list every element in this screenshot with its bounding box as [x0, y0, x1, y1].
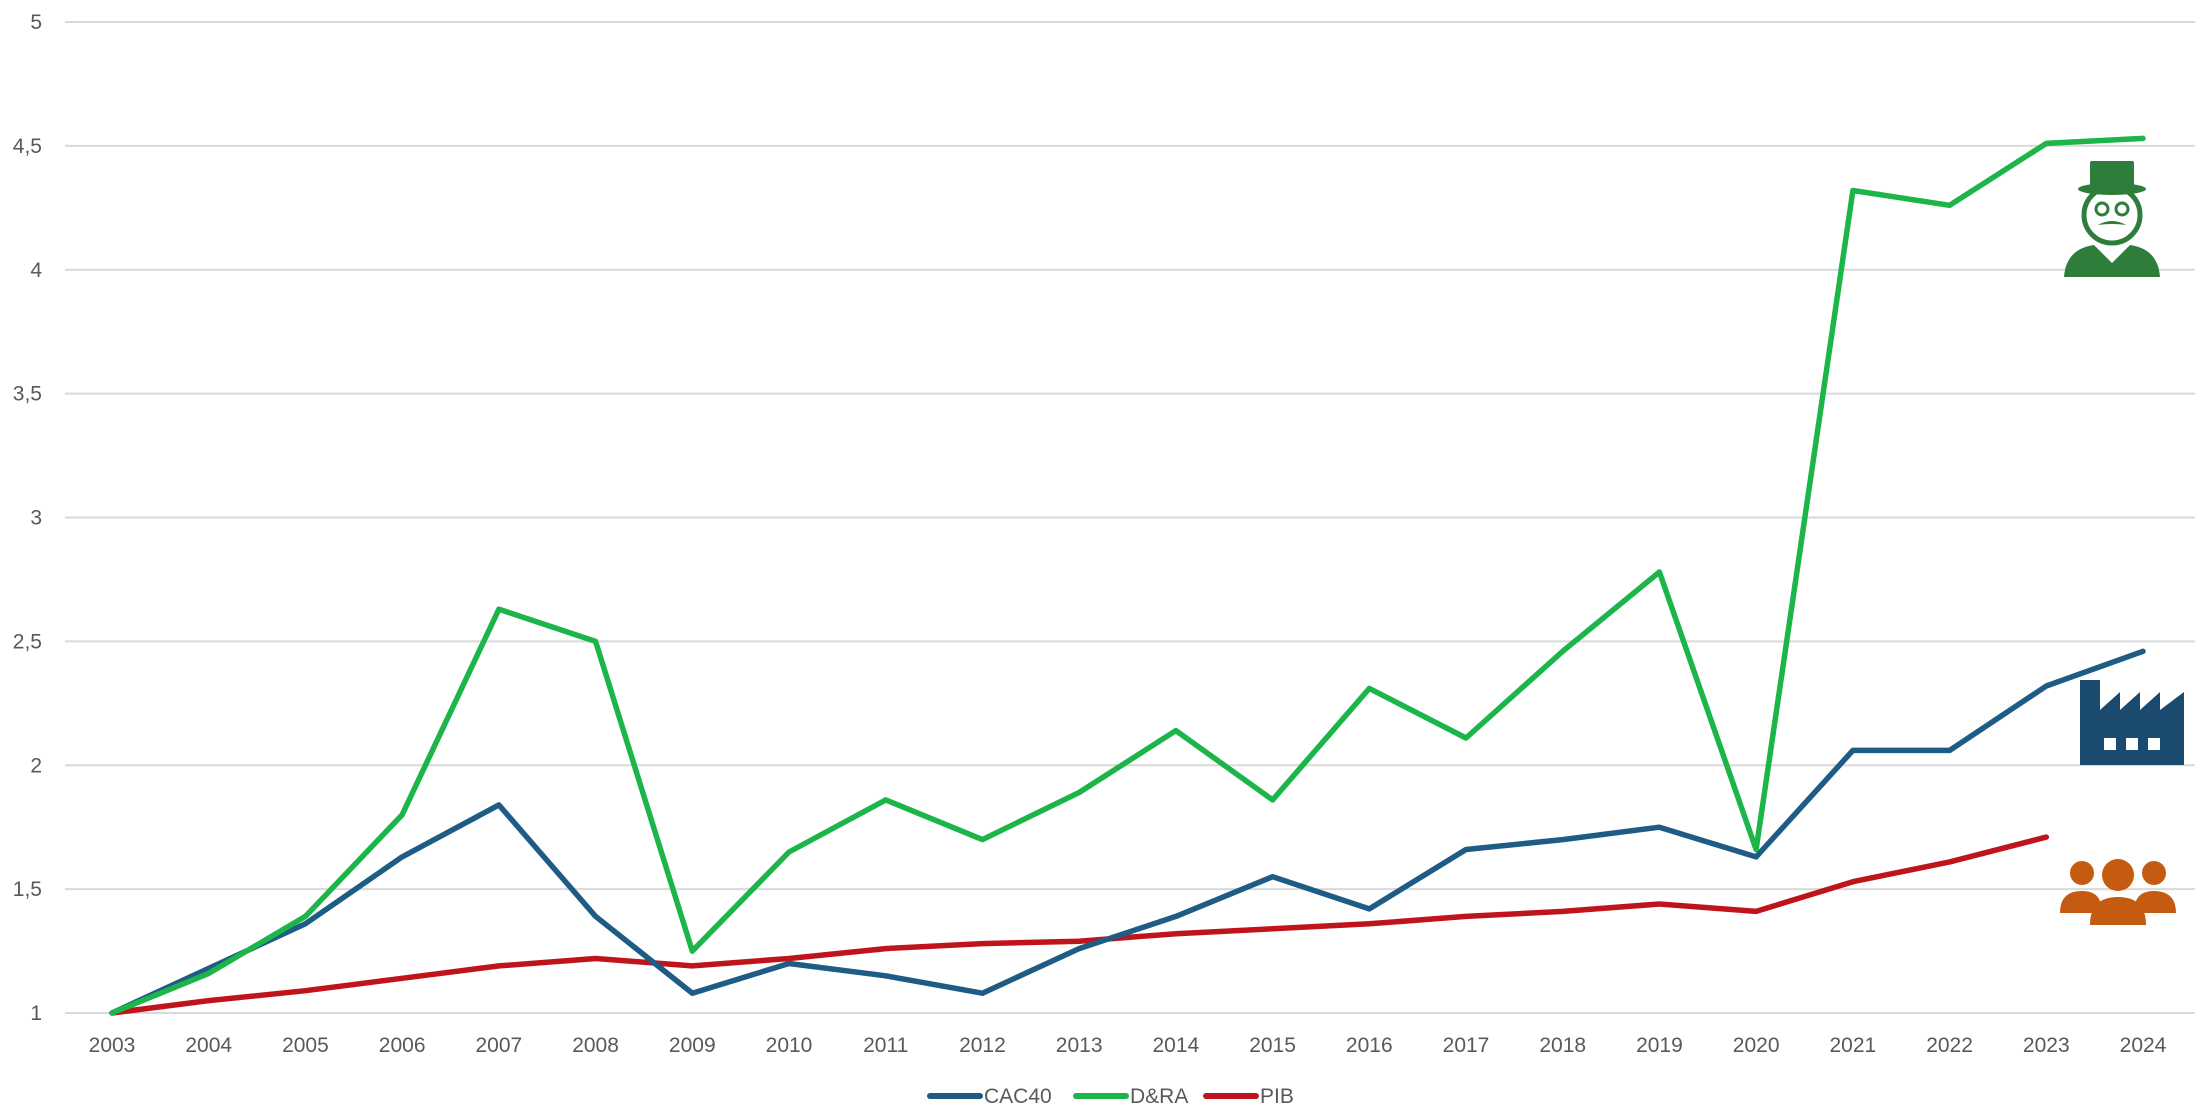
x-tick-label: 2014: [1152, 1034, 1199, 1057]
x-tick-label: 2008: [572, 1034, 619, 1057]
y-tick-label: 2,5: [13, 630, 42, 653]
gridlines: [65, 21, 2195, 1014]
y-tick-label: 5: [30, 11, 42, 34]
legend: CAC40 D&RA PIB: [927, 1085, 1294, 1108]
x-tick-label: 2015: [1249, 1034, 1296, 1057]
series-lines: [109, 135, 2146, 1016]
x-tick-label: 2021: [1829, 1034, 1876, 1057]
top-hat-man-icon: [2064, 161, 2160, 277]
x-tick-label: 2022: [1926, 1034, 1973, 1057]
series-line-cac40: [109, 648, 2146, 1016]
people-group-icon: [2060, 859, 2176, 925]
y-axis-ticks: 1 1,5 2 2,5 3 3,5 4 4,5 5: [13, 11, 43, 1025]
x-tick-label: 2010: [766, 1034, 813, 1057]
series-line-pib: [109, 834, 2050, 1016]
x-tick-label: 2012: [959, 1034, 1006, 1057]
legend-label: CAC40: [984, 1085, 1052, 1108]
x-tick-label: 2003: [89, 1034, 136, 1057]
x-tick-label: 2013: [1056, 1034, 1103, 1057]
x-tick-label: 2005: [282, 1034, 329, 1057]
legend-label: D&RA: [1130, 1085, 1188, 1108]
factory-icon: [2080, 680, 2184, 765]
y-tick-label: 3: [30, 507, 42, 530]
x-tick-label: 2020: [1733, 1034, 1780, 1057]
x-tick-label: 2023: [2023, 1034, 2070, 1057]
x-tick-label: 2024: [2120, 1034, 2167, 1057]
y-tick-label: 1,5: [13, 878, 42, 901]
y-tick-label: 4: [30, 259, 42, 282]
x-tick-label: 2011: [863, 1034, 908, 1057]
series-line-d-ra: [109, 135, 2146, 1016]
y-tick-label: 1: [30, 1002, 42, 1025]
y-tick-label: 2: [30, 754, 42, 777]
x-tick-label: 2007: [475, 1034, 522, 1057]
x-tick-label: 2018: [1539, 1034, 1586, 1057]
x-tick-label: 2016: [1346, 1034, 1393, 1057]
x-tick-label: 2019: [1636, 1034, 1683, 1057]
x-axis-ticks: 2003 2004 2005 2006 2007 2008 2009 2010 2011 2012…: [89, 1034, 2167, 1057]
y-tick-label: 4,5: [13, 135, 42, 158]
y-tick-label: 3,5: [13, 383, 42, 406]
x-tick-label: 2017: [1443, 1034, 1490, 1057]
x-tick-label: 2009: [669, 1034, 716, 1057]
x-tick-label: 2006: [379, 1034, 426, 1057]
legend-label: PIB: [1260, 1085, 1294, 1108]
x-tick-label: 2004: [185, 1034, 232, 1057]
